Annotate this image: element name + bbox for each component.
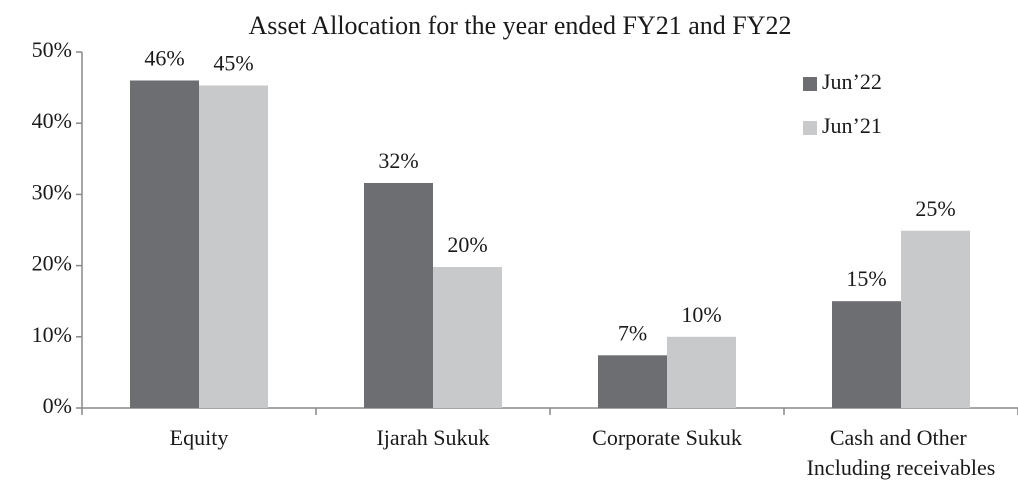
value-label: 7%: [618, 320, 647, 345]
legend-swatch: [803, 77, 817, 91]
bar: [598, 355, 667, 408]
x-tick-label: Corporate Sukuk: [592, 425, 742, 450]
bar: [130, 80, 199, 408]
bar: [832, 301, 901, 408]
x-tick-label: Equity: [170, 425, 229, 450]
y-tick-label: 10%: [32, 322, 72, 347]
x-tick-label: Ijarah Sukuk: [376, 425, 489, 450]
bar: [433, 267, 502, 408]
y-tick-label: 40%: [32, 108, 72, 133]
value-label: 25%: [915, 196, 955, 221]
y-tick-label: 50%: [32, 37, 72, 62]
bar: [667, 336, 736, 408]
legend-swatch: [803, 121, 817, 135]
y-tick-label: 30%: [32, 179, 72, 204]
bar: [364, 183, 433, 408]
value-label: 20%: [447, 232, 487, 257]
y-tick-label: 0%: [43, 393, 72, 418]
value-label: 32%: [378, 148, 418, 173]
value-label: 15%: [846, 266, 886, 291]
value-label: 46%: [144, 46, 184, 71]
bar: [199, 85, 268, 409]
value-label: 45%: [213, 51, 253, 76]
x-tick-label: Cash and Other Including receivables: [807, 425, 996, 480]
y-tick-label: 20%: [32, 251, 72, 276]
bar: [901, 230, 970, 408]
legend-label: Jun’22: [822, 69, 882, 94]
chart-title: Asset Allocation for the year ended FY21…: [248, 11, 791, 40]
value-label: 10%: [681, 302, 721, 327]
legend-label: Jun’21: [822, 113, 882, 138]
